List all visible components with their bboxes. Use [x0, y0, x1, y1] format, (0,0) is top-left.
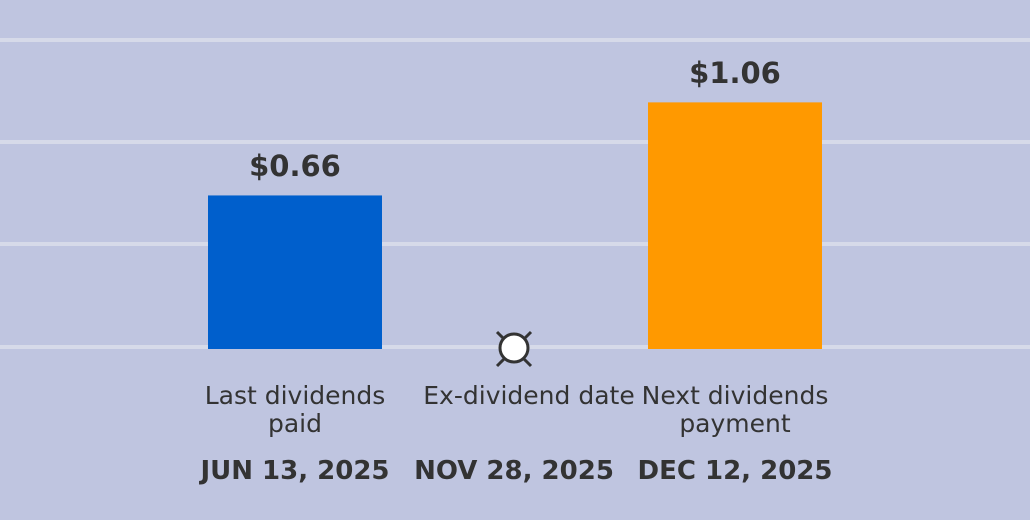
- bar: [648, 102, 822, 349]
- category-label: Last dividends paid: [204, 381, 386, 438]
- value-label: $1.06: [689, 56, 781, 91]
- date-label: DEC 12, 2025: [637, 456, 833, 486]
- ex-dividend-marker: [498, 332, 530, 364]
- category-label: Next dividends payment: [641, 381, 829, 438]
- grid: [0, 38, 1030, 349]
- category-label: Ex-dividend date: [423, 381, 635, 410]
- date-label: NOV 28, 2025: [414, 456, 614, 486]
- value-label: $0.66: [249, 149, 341, 184]
- date-label: JUN 13, 2025: [200, 456, 390, 486]
- bar: [208, 195, 382, 349]
